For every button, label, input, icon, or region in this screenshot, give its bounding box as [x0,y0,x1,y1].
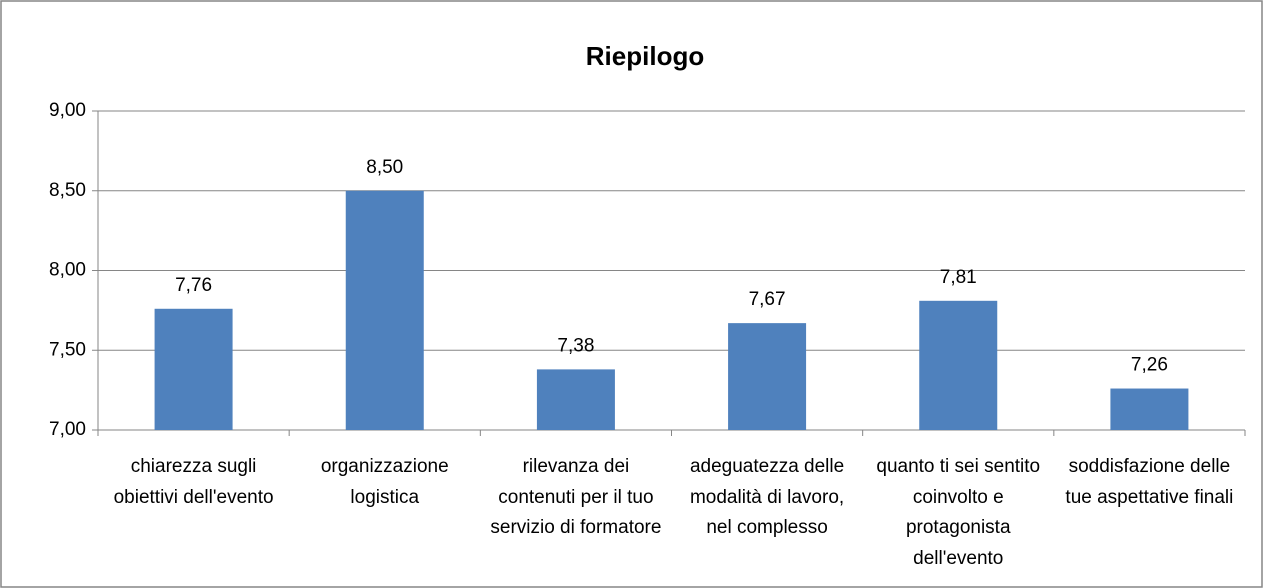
x-tick-label: rilevanza dei contenuti per il tuo servi… [490,456,662,538]
bar [728,323,807,430]
data-label: 7,67 [749,289,786,310]
bar [1110,388,1189,430]
chart-title: Riepilogo [586,41,704,71]
x-tick-label: organizzazione logistica [320,456,449,508]
bar [536,369,615,430]
y-tick-label: 8,00 [49,260,86,281]
data-label: 8,50 [366,157,403,178]
x-tick-label: quanto ti sei sentito coinvolto e protag… [876,456,1041,569]
bar [345,190,424,430]
data-label: 7,38 [557,335,594,356]
data-label: 7,26 [1131,355,1168,376]
data-label: 7,81 [940,267,977,288]
x-tick-label: soddisfazione delle tue aspettative fina… [1065,456,1234,508]
x-tick-label: adeguatezza delle modalità di lavoro, ne… [689,456,845,538]
bar [919,300,998,430]
x-tick-label: chiarezza sugli obiettivi dell'evento [113,456,274,508]
y-tick-label: 8,50 [49,180,86,201]
y-tick-label: 7,00 [49,419,86,440]
data-label: 7,76 [175,275,212,296]
y-tick-label: 7,50 [49,339,86,360]
bar [154,308,233,430]
y-tick-label: 9,00 [49,100,86,121]
